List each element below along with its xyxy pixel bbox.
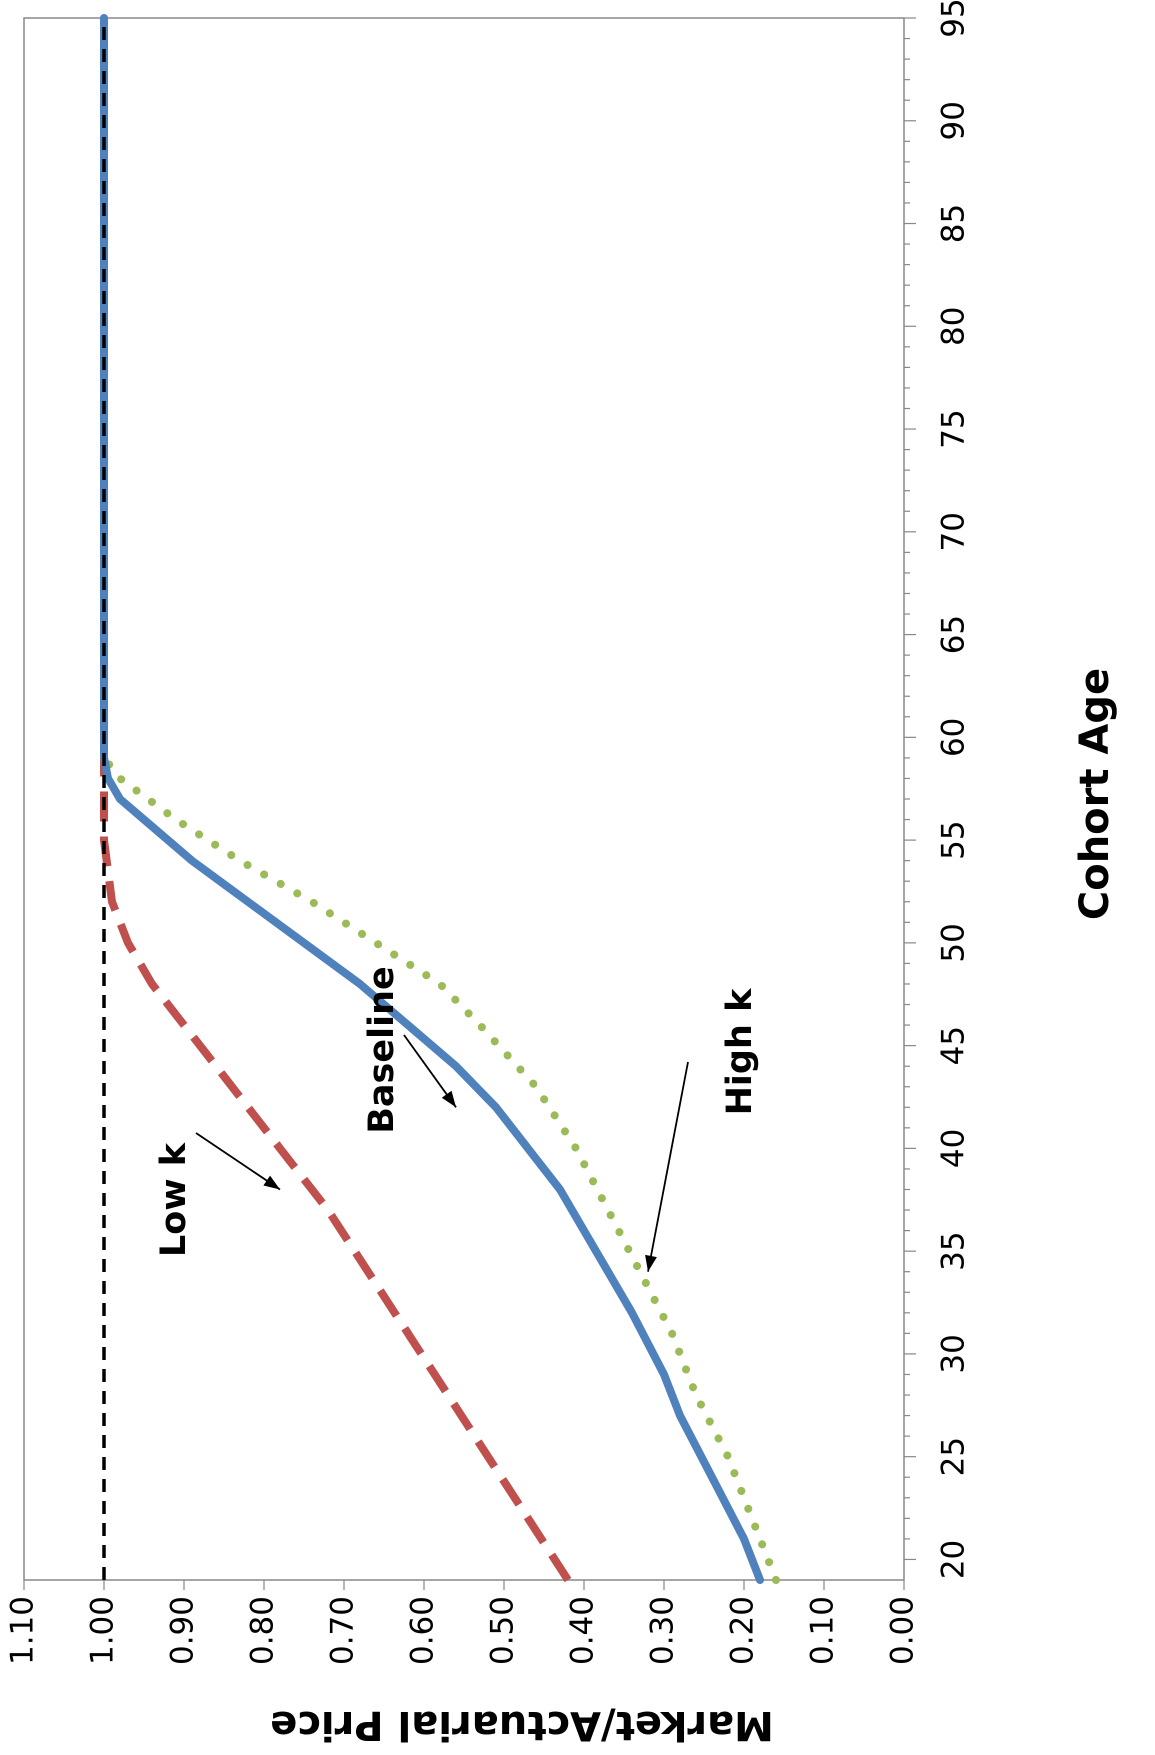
x-tick-label: 25 bbox=[936, 1437, 972, 1476]
y-tick-label: 0.60 bbox=[405, 1596, 441, 1665]
y-tick-label: 0.00 bbox=[885, 1596, 921, 1665]
x-tick-label: 85 bbox=[936, 204, 972, 243]
y-tick-label: 0.90 bbox=[165, 1596, 201, 1665]
arrow-head bbox=[263, 1175, 280, 1190]
y-tick-label: 0.20 bbox=[725, 1596, 761, 1665]
series-line-low bbox=[100, 18, 572, 1583]
plot-area: 20 25 30 35 40 45 50 55 60 65 70 75 80 85 90 95 0.00 0.10… bbox=[5, 0, 972, 1665]
arrow-head bbox=[441, 1090, 456, 1108]
x-tick-label: 50 bbox=[936, 923, 972, 962]
arrow-head bbox=[645, 1254, 657, 1272]
x-axis-title: Cohort Age bbox=[1072, 668, 1118, 920]
y-tick-label: 0.80 bbox=[245, 1596, 281, 1665]
y-tick-label: 0.70 bbox=[325, 1596, 361, 1665]
x-tick-label: 90 bbox=[936, 101, 972, 140]
annotation-label: Baseline bbox=[362, 966, 402, 1134]
y-tick-label: 0.30 bbox=[645, 1596, 681, 1665]
annotation-arrow bbox=[195, 1132, 281, 1191]
y-tick-label: 1.00 bbox=[85, 1596, 121, 1665]
x-tick-label: 75 bbox=[936, 409, 972, 448]
annotation-label: High k bbox=[720, 988, 760, 1115]
x-tick-label: 55 bbox=[936, 820, 972, 859]
y-tick-label: 0.50 bbox=[485, 1596, 521, 1665]
series-line-baseline bbox=[100, 14, 764, 1584]
y-tick-label: 0.40 bbox=[565, 1596, 601, 1665]
x-tick-label: 30 bbox=[936, 1334, 972, 1373]
x-tick-label: 60 bbox=[936, 718, 972, 757]
series-line-highk bbox=[100, 14, 780, 1584]
x-tick-label: 35 bbox=[936, 1231, 972, 1270]
annotation-arrow bbox=[647, 1061, 689, 1272]
x-tick-label: 65 bbox=[936, 615, 972, 654]
x-tick-label: 20 bbox=[936, 1540, 972, 1579]
x-tick-label: 70 bbox=[936, 512, 972, 551]
x-tick-label: 40 bbox=[936, 1129, 972, 1168]
y-tick-label: 1.10 bbox=[5, 1596, 41, 1665]
y-tick-label: 0.10 bbox=[805, 1596, 841, 1665]
plot-border bbox=[23, 17, 905, 1581]
annotation-label: Low k bbox=[154, 1142, 194, 1257]
x-tick-label: 80 bbox=[936, 307, 972, 346]
y-axis-title: Market/Actuarial Price bbox=[270, 1702, 774, 1748]
x-tick-label: 95 bbox=[936, 0, 972, 38]
x-tick-label: 45 bbox=[936, 1026, 972, 1065]
